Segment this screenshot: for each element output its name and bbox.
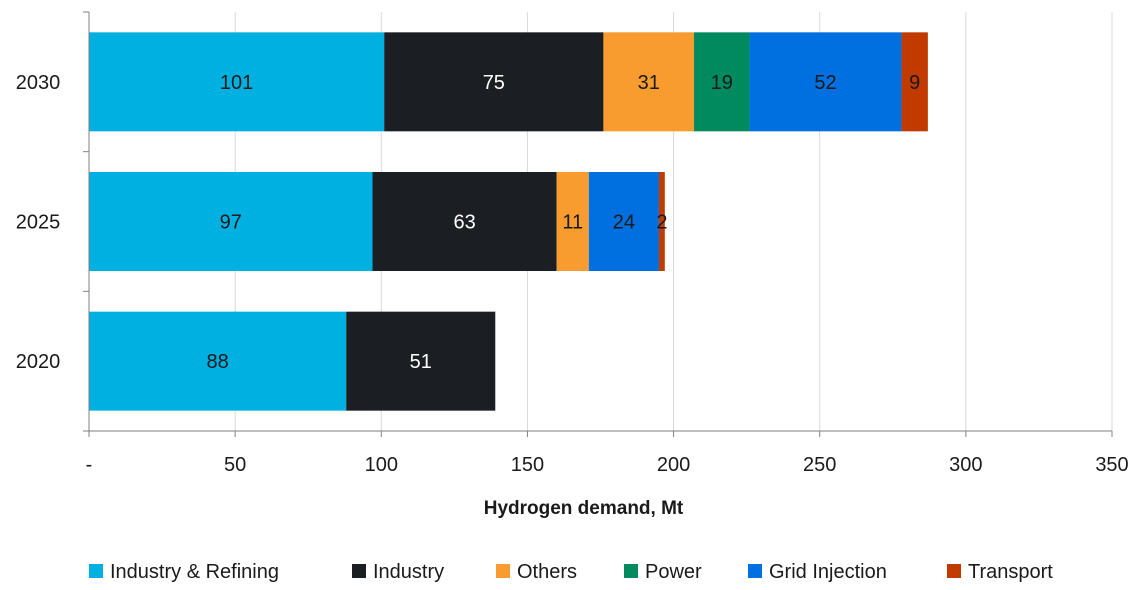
bar-transport-2030 — [901, 32, 928, 132]
data-label-industry-2020: 51 — [410, 351, 432, 373]
bar-others-2030 — [603, 32, 695, 132]
legend-label-industry-refining: Industry & Refining — [110, 561, 279, 583]
bars: 101 75 31 19 52 9 97 63 11 24 2 88 51 — [89, 32, 928, 411]
legend: Industry & Refining Industry Others Power Gr… — [89, 561, 1053, 583]
x-tick-label: 250 — [803, 454, 836, 476]
data-label-industry-refining-2030: 101 — [220, 72, 253, 94]
legend-swatch-industry-refining — [89, 564, 103, 578]
x-tick-label: 100 — [365, 454, 398, 476]
bar-industry-refining-2030 — [89, 32, 385, 132]
legend-label-others: Others — [517, 561, 577, 583]
legend-swatch-industry — [352, 564, 366, 578]
legend-label-transport: Transport — [968, 561, 1053, 583]
bar-industry-refining-2025 — [89, 172, 373, 271]
bar-industry-refining-2020 — [89, 311, 347, 411]
data-label-grid-injection-2030: 52 — [814, 72, 836, 94]
x-tick-label: 50 — [224, 454, 246, 476]
data-label-others-2030: 31 — [638, 72, 660, 94]
legend-label-power: Power — [645, 561, 702, 583]
data-label-transport-2030: 9 — [909, 72, 920, 94]
legend-swatch-transport — [947, 564, 961, 578]
data-label-transport-2025: 2 — [656, 212, 667, 234]
bar-others-2025 — [556, 172, 589, 271]
bar-transport-2025 — [658, 172, 665, 271]
legend-swatch-power — [624, 564, 638, 578]
axes: - 50 100 150 200 250 300 350 2030 2025 2020 — [16, 11, 1129, 476]
data-label-industry-2030: 75 — [483, 72, 505, 94]
legend-swatch-others — [496, 564, 510, 578]
legend-label-industry: Industry — [373, 561, 444, 583]
x-tick-label: 150 — [511, 454, 544, 476]
bar-industry-2025 — [372, 172, 557, 271]
x-tick-label: 350 — [1095, 454, 1128, 476]
legend-label-grid-injection: Grid Injection — [769, 561, 887, 583]
data-label-industry-refining-2025: 97 — [220, 212, 242, 234]
data-label-power-2030: 19 — [711, 72, 733, 94]
data-label-industry-refining-2020: 88 — [206, 351, 228, 373]
bar-power-2030 — [694, 32, 750, 132]
bar-industry-2030 — [384, 32, 604, 132]
x-tick-label: - — [86, 454, 93, 476]
x-tick-label: 300 — [949, 454, 982, 476]
category-label-2025: 2025 — [16, 212, 61, 234]
data-label-grid-injection-2025: 24 — [613, 212, 635, 234]
legend-swatch-grid-injection — [748, 564, 762, 578]
x-axis-title: Hydrogen demand, Mt — [484, 498, 684, 519]
x-tick-label: 200 — [657, 454, 690, 476]
bar-industry-2020 — [346, 311, 496, 411]
bar-grid-injection-2030 — [749, 32, 902, 132]
bar-grid-injection-2025 — [588, 172, 659, 271]
data-label-industry-2025: 63 — [453, 212, 475, 234]
category-label-2020: 2020 — [16, 351, 61, 373]
category-label-2030: 2030 — [16, 72, 61, 94]
data-label-others-2025: 11 — [562, 212, 583, 234]
